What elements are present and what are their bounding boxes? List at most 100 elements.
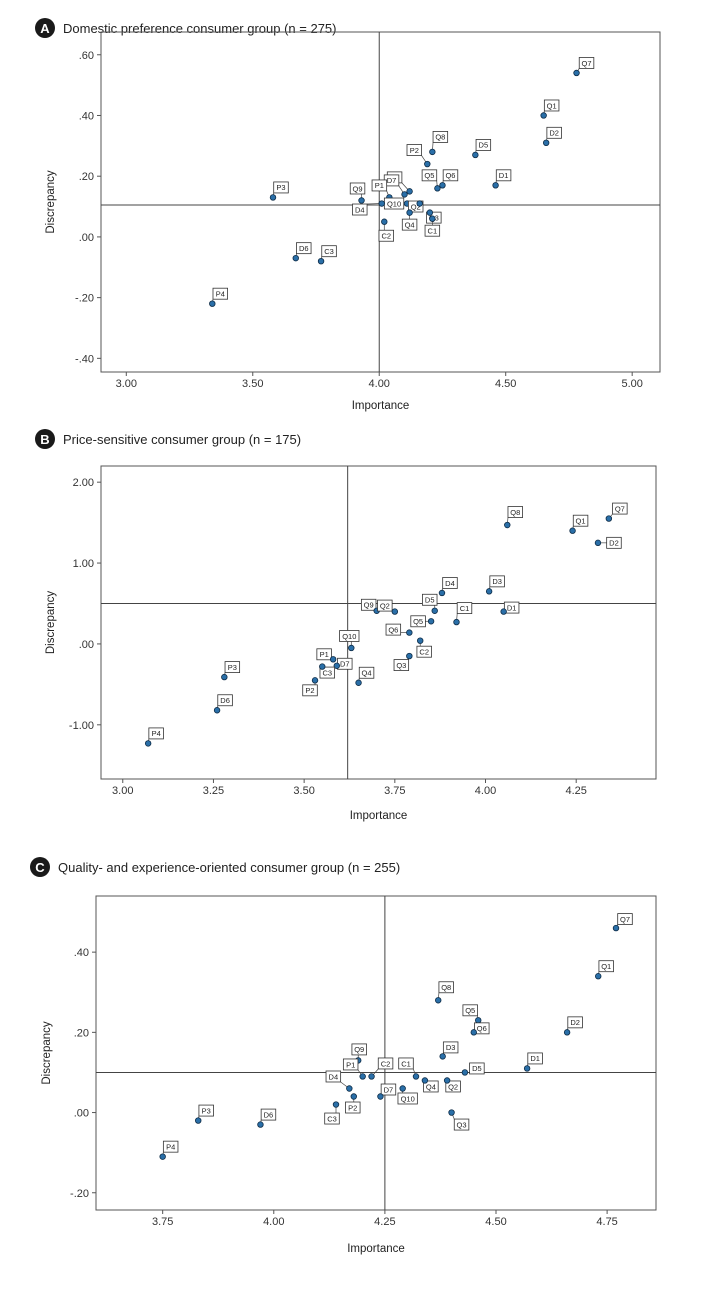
point-label: P4 [152,729,161,738]
point-label: P3 [228,663,237,672]
point-marker [221,673,228,681]
point-marker [461,1069,469,1076]
data-point-d2: D2 [594,536,622,549]
point-label-box [325,1070,342,1083]
point-label: D3 [446,1043,456,1052]
point-label-box [445,1080,461,1093]
point-label: Q1 [576,517,586,526]
data-point-d6: D6 [257,1108,277,1128]
data-point-c3: C3 [317,245,337,265]
data-point-q8: Q8 [435,981,454,1004]
point-label-box [453,1118,470,1131]
point-label: P3 [202,1106,211,1115]
point-marker [417,637,424,644]
plot-frame [95,895,657,1211]
point-marker [358,197,365,204]
point-label: D2 [549,129,559,138]
point-label: Q10 [401,1094,415,1103]
y-tick-label: -.20 [75,293,94,305]
x-tick-label: 4.00 [369,378,390,390]
point-label: C2 [381,1059,391,1068]
y-tick-label: 1.00 [73,558,94,570]
data-point-d7: D7 [377,1083,397,1100]
x-tick-label: 4.50 [495,378,516,390]
point-label-box [377,599,393,612]
data-point-c1: C1 [398,1057,420,1080]
point-label-box [260,1108,277,1121]
point-label-box [495,169,512,182]
point-label-box [352,203,368,216]
point-label: C3 [324,247,334,256]
point-label-box [397,1092,418,1105]
data-point-p3: P3 [195,1104,214,1124]
point-label-box [378,229,394,242]
point-label: C2 [381,232,391,241]
point-label: D6 [220,696,230,705]
data-point-q1: Q1 [595,960,614,980]
point-label: D4 [329,1072,339,1081]
panel-badge-a: A [35,18,55,38]
point-label-box [475,139,492,151]
point-label-box [442,577,458,589]
point-label: P1 [346,1060,355,1069]
x-axis-label: Importance [347,1243,405,1255]
point-marker [448,1109,455,1116]
data-point-d3: D3 [485,575,505,595]
y-tick-label: -.40 [75,353,94,365]
point-label: Q1 [601,962,611,971]
point-label: Q4 [362,669,372,678]
point-marker [359,1073,366,1080]
data-point-d2: D2 [542,126,562,147]
point-marker [346,1085,353,1092]
point-label-box [321,245,337,258]
data-point-d1: D1 [500,601,520,615]
point-label: Q2 [411,202,421,211]
data-point-q10: Q10 [397,1085,418,1105]
data-point-p2: P2 [302,677,319,697]
data-point-c3: C3 [319,663,335,679]
data-point-d1: D1 [492,169,512,189]
panel-title-b: B Price-sensitive consumer group (n = 17… [35,429,301,449]
point-label: D7 [387,176,397,185]
data-point-q1: Q1 [569,514,589,534]
point-marker [213,707,221,714]
point-marker [209,300,216,307]
point-label-box [273,181,289,194]
point-marker [595,973,602,980]
y-tick-label: .60 [79,50,94,62]
point-marker [540,112,547,119]
point-marker [485,588,493,595]
point-label: Q8 [510,508,520,517]
point-label-box [489,575,505,588]
point-label-box [345,1101,361,1114]
data-point-c2: C2 [416,637,432,658]
point-label-box [507,506,523,518]
point-label-box [224,661,241,673]
point-label: C3 [322,668,332,677]
point-label-box [349,182,366,195]
x-tick-label: 4.50 [485,1216,506,1228]
y-axis-label: Discrepancy [45,591,57,655]
point-label: D7 [384,1085,394,1094]
point-marker [563,1029,571,1036]
point-label-box [212,287,228,300]
point-marker [443,1077,451,1084]
data-point-d4: D4 [325,1070,353,1092]
point-marker [406,629,413,636]
data-point-q7: Q7 [605,502,628,522]
x-tick-label: 3.75 [384,785,405,797]
point-label-box [358,666,375,679]
point-marker [453,618,460,626]
panel-badge-c: C [30,857,50,877]
point-marker [429,148,436,156]
point-marker [329,656,337,663]
data-point-d4: D4 [352,200,385,216]
data-point-c2: C2 [378,218,394,242]
panel-title-c: C Quality- and experience-oriented consu… [30,857,400,877]
plot-frame [100,465,657,780]
data-point-d7: D7 [333,657,353,670]
data-point-q2: Q2 [408,200,424,213]
data-point-c3: C3 [324,1101,340,1125]
